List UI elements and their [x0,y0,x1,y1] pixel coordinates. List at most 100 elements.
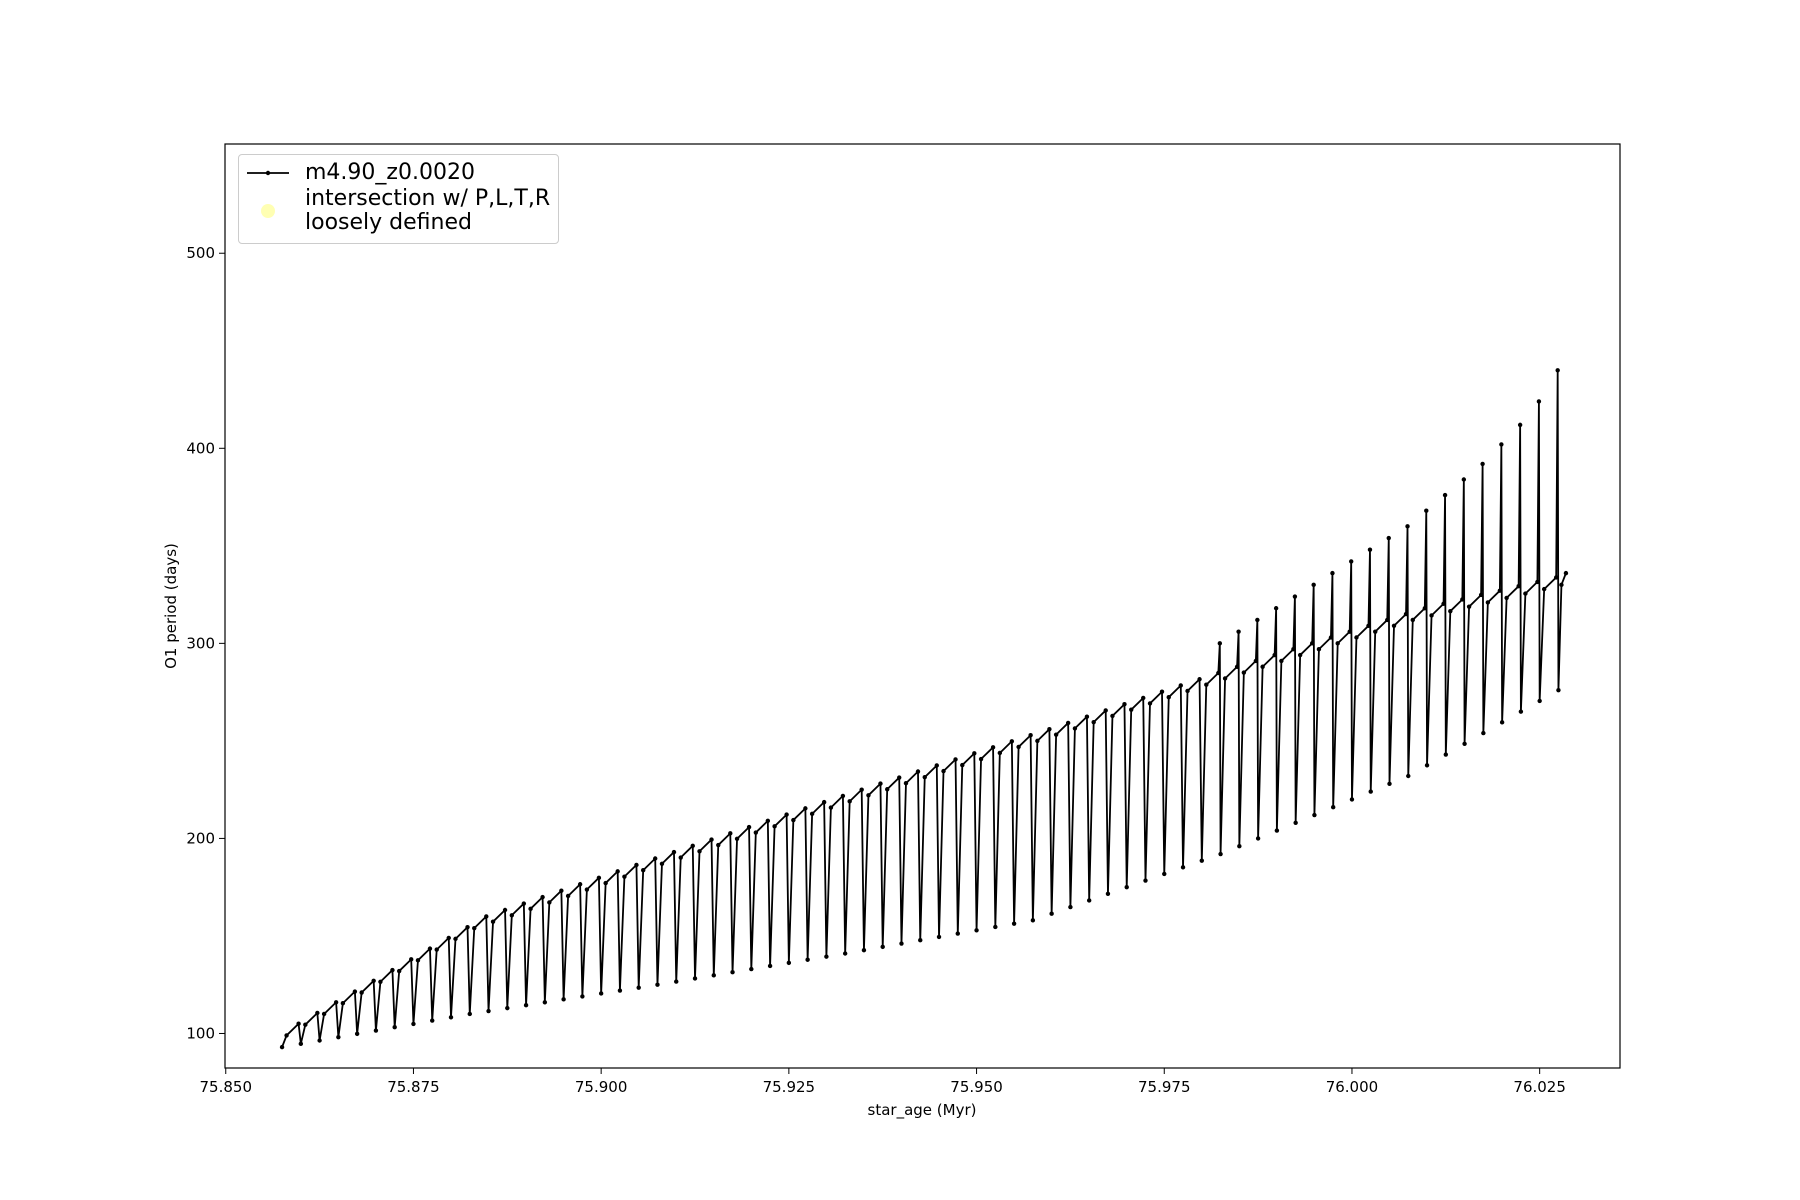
point-marker [561,997,566,1002]
point-marker [1204,682,1209,687]
legend-entry: intersection w/ P,L,T,R loosely defined [245,187,550,235]
point-marker [1335,641,1340,646]
point-marker [1255,617,1260,623]
legend-label: m4.90_z0.0020 [305,160,475,185]
point-marker [1328,635,1334,640]
point-marker [1553,575,1559,580]
point-marker [1499,442,1504,447]
point-marker [847,799,852,804]
point-marker [1091,719,1096,725]
point-marker [1009,739,1015,744]
point-marker [1410,617,1415,623]
x-tick-label: 75.900 [575,1078,628,1096]
point-marker [1499,720,1505,725]
point-marker [415,958,421,963]
point-marker [427,946,433,951]
point-marker [1406,773,1411,779]
point-marker [880,944,885,950]
point-marker [354,1031,360,1037]
point-marker [1141,695,1146,701]
point-marker [279,1044,285,1050]
point-marker [1311,582,1316,588]
point-marker [596,875,602,881]
x-axis-label: star_age (Myr) [868,1101,977,1120]
point-marker [378,979,383,984]
point-marker [765,818,771,824]
point-marker [734,836,740,842]
point-marker [1385,617,1390,623]
point-marker [728,831,733,836]
point-marker [1373,629,1378,634]
point-marker [941,768,946,774]
point-marker [333,1000,339,1005]
point-marker [1405,524,1410,529]
point-marker [1086,898,1092,903]
point-marker [584,887,590,892]
point-marker [434,947,439,952]
legend-swatch [247,170,289,176]
point-marker [1504,595,1509,601]
point-marker [934,763,939,768]
point-marker [791,817,796,823]
point-marker [1478,592,1484,598]
point-marker [634,862,639,868]
point-marker [671,849,677,855]
point-marker [1035,738,1040,744]
point-marker [990,745,996,750]
point-marker [1497,588,1503,593]
point-marker [490,919,496,924]
point-marker [453,936,458,942]
point-marker [359,990,364,995]
x-tick-label: 75.925 [763,1078,816,1096]
point-marker [1523,591,1528,596]
point-marker [1217,641,1223,646]
x-tick-label: 75.875 [387,1078,440,1096]
point-marker [1347,629,1352,634]
point-marker [1068,904,1073,910]
point-marker [997,750,1003,756]
point-marker [1011,921,1017,926]
point-marker [1103,708,1108,713]
point-marker [784,812,789,817]
point-marker [659,861,665,866]
point-marker [321,1011,327,1017]
point-marker [636,985,641,990]
point-marker [897,775,902,780]
legend-marker [265,170,271,176]
point-marker [315,1010,320,1016]
point-marker [1291,647,1296,652]
point-marker [903,781,909,786]
point-marker [1481,730,1486,736]
legend-swatch [261,204,275,218]
point-marker [749,966,754,972]
point-marker [655,982,660,987]
point-marker [1466,604,1472,609]
point-marker [298,1041,304,1047]
point-marker [1129,707,1134,712]
point-marker [1312,812,1317,818]
point-marker [465,924,470,930]
point-marker [1222,676,1228,681]
point-marker [899,941,904,946]
point-marker [1429,613,1434,618]
point-marker [859,787,864,792]
point-marker [547,900,552,905]
point-marker [486,1008,491,1014]
point-marker [542,1000,548,1005]
point-marker [352,989,358,994]
point-marker [1260,664,1265,669]
point-marker [340,1001,346,1006]
point-marker [1441,601,1446,606]
point-marker [446,935,451,941]
point-marker [1443,752,1449,757]
point-marker [878,781,883,786]
point-marker [390,967,395,973]
point-marker [711,973,716,978]
point-marker [978,756,984,762]
x-tick-label: 75.975 [1138,1078,1191,1096]
point-marker [392,1025,397,1030]
legend: m4.90_z0.0020 intersection w/ P,L,T,R loo… [238,154,560,244]
point-marker [303,1022,308,1027]
